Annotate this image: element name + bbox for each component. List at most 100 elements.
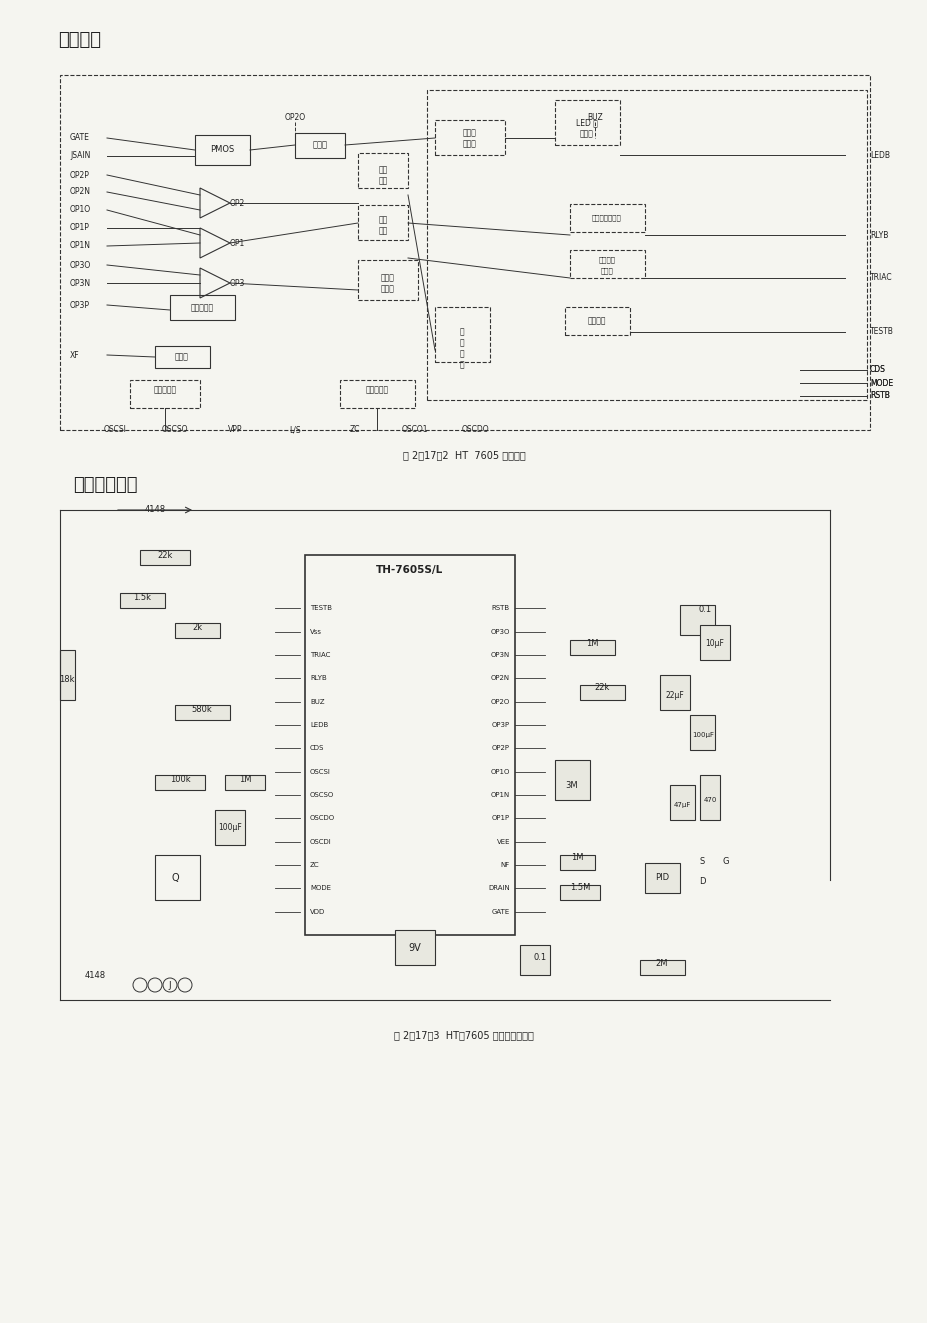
Text: 储存: 储存 bbox=[378, 165, 387, 175]
Text: G: G bbox=[722, 857, 729, 867]
Bar bbox=[699, 775, 719, 820]
Text: 电路: 电路 bbox=[378, 176, 387, 185]
Text: 47μF: 47μF bbox=[673, 802, 690, 808]
Text: BUZ: BUZ bbox=[310, 699, 324, 705]
Text: 系统振荡器: 系统振荡器 bbox=[153, 385, 176, 394]
Text: OP1N: OP1N bbox=[70, 242, 91, 250]
Text: 1.5k: 1.5k bbox=[133, 594, 151, 602]
Text: RSTB: RSTB bbox=[491, 606, 510, 611]
Text: OSCSO: OSCSO bbox=[161, 426, 188, 434]
Bar bbox=[669, 785, 694, 820]
Text: 图 2－17－3  HT－7605 典型应用电路图: 图 2－17－3 HT－7605 典型应用电路图 bbox=[394, 1031, 533, 1040]
Text: OP2N: OP2N bbox=[490, 675, 510, 681]
Text: Vss: Vss bbox=[310, 628, 322, 635]
Text: OP3P: OP3P bbox=[70, 300, 90, 310]
Text: OSCDO: OSCDO bbox=[461, 426, 489, 434]
Text: 继电器激励电路: 继电器激励电路 bbox=[591, 214, 621, 221]
Bar bbox=[690, 714, 714, 750]
Text: 1M: 1M bbox=[585, 639, 598, 647]
Text: 22k: 22k bbox=[158, 550, 172, 560]
Bar bbox=[519, 945, 550, 975]
Text: 0.1: 0.1 bbox=[698, 606, 711, 614]
Text: RLYB: RLYB bbox=[310, 675, 326, 681]
Text: 4148: 4148 bbox=[145, 505, 165, 515]
Text: VDD: VDD bbox=[310, 909, 324, 914]
Bar bbox=[305, 556, 514, 935]
Text: 路: 路 bbox=[459, 360, 464, 369]
Text: 580k: 580k bbox=[191, 705, 212, 714]
Text: 22μF: 22μF bbox=[665, 691, 683, 700]
Text: TESTB: TESTB bbox=[870, 328, 893, 336]
Text: D: D bbox=[698, 877, 705, 886]
Text: 发电路: 发电路 bbox=[381, 284, 395, 294]
Bar bbox=[699, 624, 730, 660]
Text: OSCSO: OSCSO bbox=[310, 792, 334, 798]
Bar bbox=[60, 650, 75, 700]
Text: 制: 制 bbox=[459, 339, 464, 348]
Bar bbox=[339, 380, 414, 407]
Bar bbox=[554, 759, 590, 800]
Text: TRIAC: TRIAC bbox=[310, 652, 330, 658]
Text: XF: XF bbox=[70, 351, 80, 360]
Bar bbox=[358, 153, 408, 188]
Text: 蜂鸣激: 蜂鸣激 bbox=[463, 128, 476, 138]
Text: JSAIN: JSAIN bbox=[70, 152, 90, 160]
Text: VPP: VPP bbox=[227, 426, 242, 434]
Text: MODE: MODE bbox=[310, 885, 331, 892]
Bar bbox=[554, 101, 619, 146]
Text: 电压调整器: 电压调整器 bbox=[190, 303, 213, 312]
Text: RLYB: RLYB bbox=[870, 230, 887, 239]
Bar bbox=[195, 135, 249, 165]
Bar bbox=[569, 204, 644, 232]
Text: 测试电路: 测试电路 bbox=[587, 316, 605, 325]
Bar bbox=[175, 623, 220, 638]
Bar bbox=[569, 640, 615, 655]
Text: 延迟: 延迟 bbox=[378, 216, 387, 225]
Text: GATE: GATE bbox=[70, 134, 90, 143]
Text: S: S bbox=[699, 857, 704, 867]
Bar bbox=[559, 855, 594, 871]
Text: OP1N: OP1N bbox=[490, 792, 510, 798]
Text: OP1: OP1 bbox=[230, 238, 245, 247]
Text: PMOS: PMOS bbox=[210, 146, 234, 155]
Text: 1M: 1M bbox=[570, 853, 583, 863]
Text: LED 激: LED 激 bbox=[576, 119, 597, 127]
Text: OP2P: OP2P bbox=[491, 745, 510, 751]
Text: 100μF: 100μF bbox=[218, 823, 242, 832]
Text: OP2O: OP2O bbox=[490, 699, 510, 705]
Bar bbox=[358, 261, 417, 300]
Text: J: J bbox=[169, 980, 171, 990]
Bar bbox=[295, 134, 345, 157]
Bar bbox=[155, 347, 210, 368]
Bar bbox=[130, 380, 200, 407]
Text: GATE: GATE bbox=[491, 909, 510, 914]
Bar bbox=[679, 605, 714, 635]
Text: OP1P: OP1P bbox=[70, 224, 90, 233]
Bar bbox=[155, 855, 200, 900]
Bar bbox=[395, 930, 435, 964]
Text: 励电路: 励电路 bbox=[600, 267, 613, 274]
Text: DRAIN: DRAIN bbox=[488, 885, 510, 892]
Text: OP1O: OP1O bbox=[70, 205, 91, 214]
Text: OSCSI: OSCSI bbox=[104, 426, 126, 434]
Bar bbox=[60, 75, 870, 430]
Bar bbox=[224, 775, 265, 790]
Bar bbox=[426, 90, 866, 400]
Text: CDS: CDS bbox=[870, 365, 885, 374]
Text: OSCDO: OSCDO bbox=[310, 815, 335, 822]
Bar bbox=[170, 295, 235, 320]
Text: 图 2－17－2  HT  7605 逻辑框图: 图 2－17－2 HT 7605 逻辑框图 bbox=[402, 450, 525, 460]
Text: ZC: ZC bbox=[349, 426, 360, 434]
Text: VEE: VEE bbox=[496, 839, 510, 844]
Text: 典型应用电路: 典型应用电路 bbox=[72, 476, 137, 493]
Text: 4148: 4148 bbox=[84, 971, 106, 979]
Text: LEDB: LEDB bbox=[870, 151, 889, 160]
Text: OP3: OP3 bbox=[230, 279, 245, 287]
Bar bbox=[579, 685, 624, 700]
Text: 1.5M: 1.5M bbox=[569, 884, 590, 893]
Text: 3M: 3M bbox=[565, 781, 578, 790]
Text: OSCO1: OSCO1 bbox=[401, 426, 427, 434]
Text: 10μF: 10μF bbox=[705, 639, 724, 647]
Text: 2M: 2M bbox=[655, 958, 667, 967]
Text: 逻辑框图: 逻辑框图 bbox=[58, 30, 101, 49]
